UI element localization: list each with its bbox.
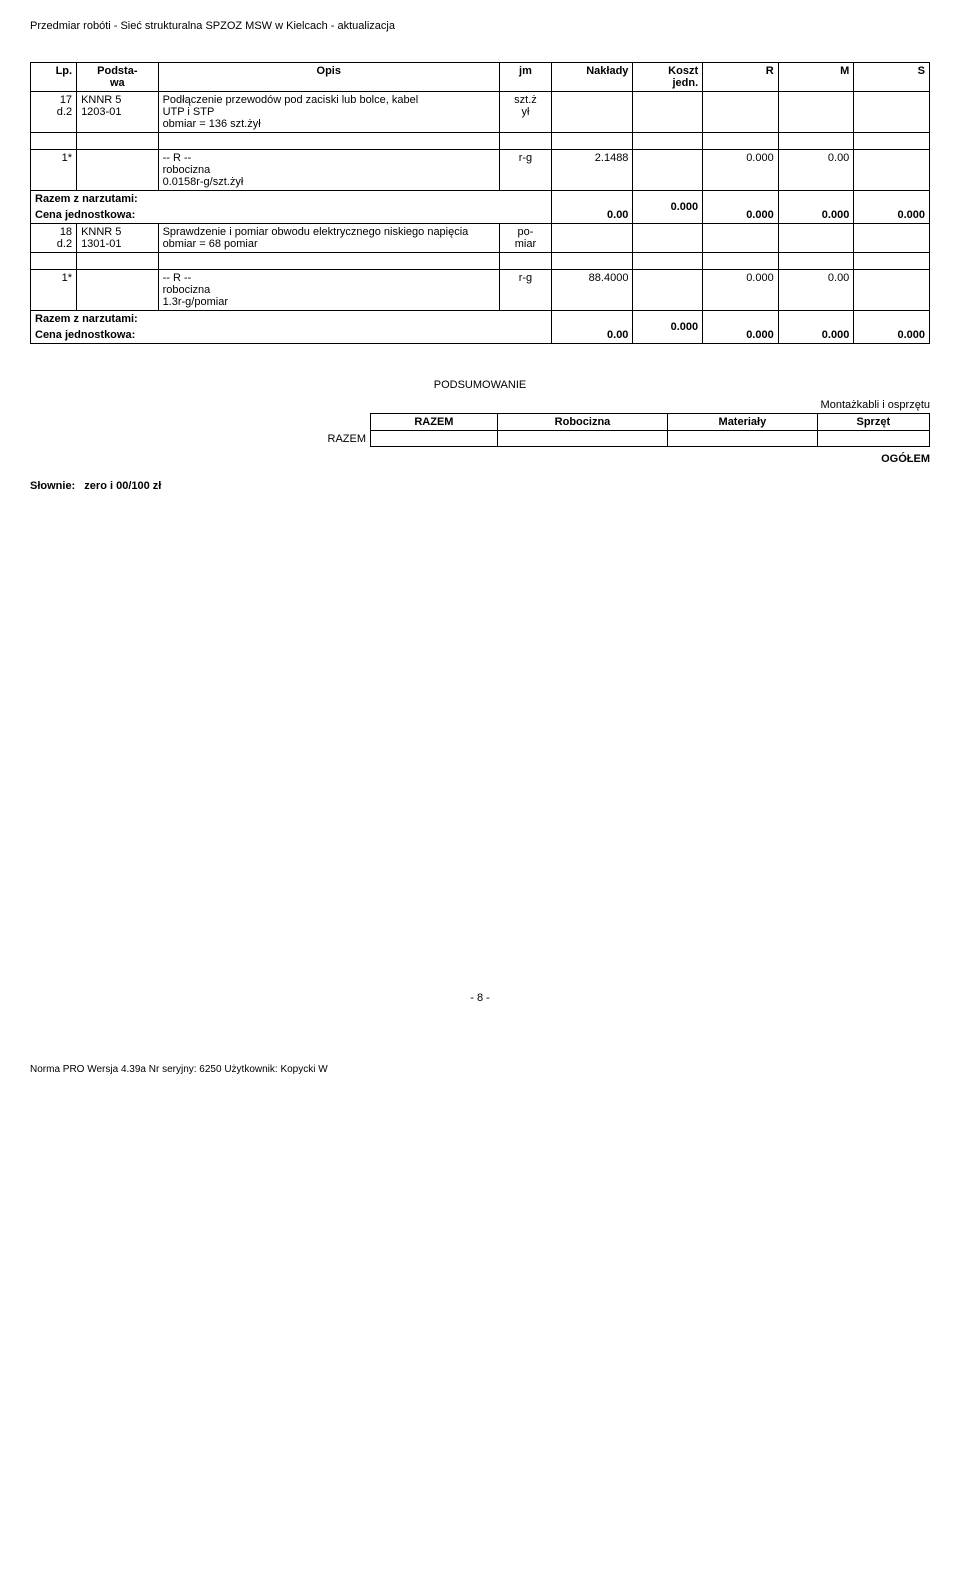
cell-basis xyxy=(77,150,159,191)
col-naklady: Nakłady xyxy=(551,63,633,92)
ogolem-label: OGÓŁEM xyxy=(282,453,930,465)
cell-s xyxy=(854,270,930,311)
podsumowanie-title: PODSUMOWANIE xyxy=(30,379,930,391)
summary-s: 0.000 xyxy=(854,191,930,224)
robocizna-cell xyxy=(497,431,667,447)
cell-jm: r-g xyxy=(499,150,551,191)
table-row: 18 d.2 KNNR 5 1301-01 Sprawdzenie i pomi… xyxy=(31,224,930,253)
cell-jm: r-g xyxy=(499,270,551,311)
cell-jm: po- miar xyxy=(499,224,551,253)
summary-row: Razem z narzutami: 0.000 0.000 0.000 0.0… xyxy=(31,311,930,328)
col-podstawa: Podsta- wa xyxy=(77,63,159,92)
cell-nak xyxy=(551,92,633,133)
col-koszt: Koszt jedn. xyxy=(633,63,703,92)
col-materialy: Materiały xyxy=(668,414,817,431)
measurement-table: Lp. Podsta- wa Opis jm Nakłady Koszt jed… xyxy=(30,62,930,344)
summary-val2: 0.00 xyxy=(551,327,633,344)
cell-s xyxy=(854,150,930,191)
slownie-value: zero i 00/100 zł xyxy=(84,480,161,492)
summary-label1: Razem z narzutami: xyxy=(31,311,552,328)
document-title: Przedmiar robóti - Sieć strukturalna SPZ… xyxy=(30,20,930,32)
col-robocizna: Robocizna xyxy=(497,414,667,431)
summary-val2: 0.00 xyxy=(551,207,633,224)
podsumowanie-subtitle: Montażkabli i osprzętu xyxy=(282,399,930,411)
slownie-line: Słownie: zero i 00/100 zł xyxy=(30,480,930,492)
cell-basis: KNNR 5 1301-01 xyxy=(77,224,159,253)
summary-koszt: 0.000 xyxy=(633,311,703,344)
cell-nak: 2.1488 xyxy=(551,150,633,191)
cell-s xyxy=(854,92,930,133)
razem-row-label: RAZEM xyxy=(282,431,371,447)
page-number: - 8 - xyxy=(30,992,930,1004)
summary-label2: Cena jednostkowa: xyxy=(31,207,552,224)
col-s: S xyxy=(854,63,930,92)
cell-m xyxy=(778,224,854,253)
footer-text: Norma PRO Wersja 4.39a Nr seryjny: 6250 … xyxy=(30,1064,930,1075)
sprzet-cell xyxy=(817,431,929,447)
cell-jm: szt.ż ył xyxy=(499,92,551,133)
cell-s xyxy=(854,224,930,253)
cell-desc: -- R -- robocizna 0.0158r-g/szt.żył xyxy=(158,150,499,191)
col-opis: Opis xyxy=(158,63,499,92)
cell-koszt xyxy=(633,150,703,191)
cell-r xyxy=(703,224,779,253)
summary-row: Razem z narzutami: 0.000 0.000 0.000 0.0… xyxy=(31,191,930,208)
cell-nak xyxy=(551,224,633,253)
podsumowanie-table: RAZEM Robocizna Materiały Sprzęt RAZEM xyxy=(282,413,930,447)
summary-r: 0.000 xyxy=(703,191,779,224)
cell-basis: KNNR 5 1203-01 xyxy=(77,92,159,133)
summary-koszt: 0.000 xyxy=(633,191,703,224)
table-row: 1* -- R -- robocizna 0.0158r-g/szt.żył r… xyxy=(31,150,930,191)
cell-m: 0.00 xyxy=(778,150,854,191)
spacer-row xyxy=(31,253,930,270)
cell-nak: 88.4000 xyxy=(551,270,633,311)
summary-m: 0.000 xyxy=(778,191,854,224)
cell-koszt xyxy=(633,224,703,253)
slownie-label: Słownie: xyxy=(30,480,75,492)
summary-label1: Razem z narzutami: xyxy=(31,191,552,208)
col-m: M xyxy=(778,63,854,92)
cell-m: 0.00 xyxy=(778,270,854,311)
cell-r: 0.000 xyxy=(703,150,779,191)
cell-lp: 1* xyxy=(31,270,77,311)
razem-cell xyxy=(371,431,498,447)
spacer-row xyxy=(31,133,930,150)
summary-r: 0.000 xyxy=(703,311,779,344)
cell-lp: 17 d.2 xyxy=(31,92,77,133)
cell-r: 0.000 xyxy=(703,270,779,311)
cell-m xyxy=(778,92,854,133)
col-lp: Lp. xyxy=(31,63,77,92)
summary-m: 0.000 xyxy=(778,311,854,344)
summary-s: 0.000 xyxy=(854,311,930,344)
summary-label2: Cena jednostkowa: xyxy=(31,327,552,344)
cell-desc: Podłączenie przewodów pod zaciski lub bo… xyxy=(158,92,499,133)
col-sprzet: Sprzęt xyxy=(817,414,929,431)
cell-r xyxy=(703,92,779,133)
cell-desc: -- R -- robocizna 1.3r-g/pomiar xyxy=(158,270,499,311)
cell-desc: Sprawdzenie i pomiar obwodu elektryczneg… xyxy=(158,224,499,253)
cell-koszt xyxy=(633,270,703,311)
table-row: 17 d.2 KNNR 5 1203-01 Podłączenie przewo… xyxy=(31,92,930,133)
cell-lp: 18 d.2 xyxy=(31,224,77,253)
col-jm: jm xyxy=(499,63,551,92)
cell-lp: 1* xyxy=(31,150,77,191)
table-row: 1* -- R -- robocizna 1.3r-g/pomiar r-g 8… xyxy=(31,270,930,311)
col-r: R xyxy=(703,63,779,92)
col-razem: RAZEM xyxy=(371,414,498,431)
cell-koszt xyxy=(633,92,703,133)
cell-basis xyxy=(77,270,159,311)
materialy-cell xyxy=(668,431,817,447)
